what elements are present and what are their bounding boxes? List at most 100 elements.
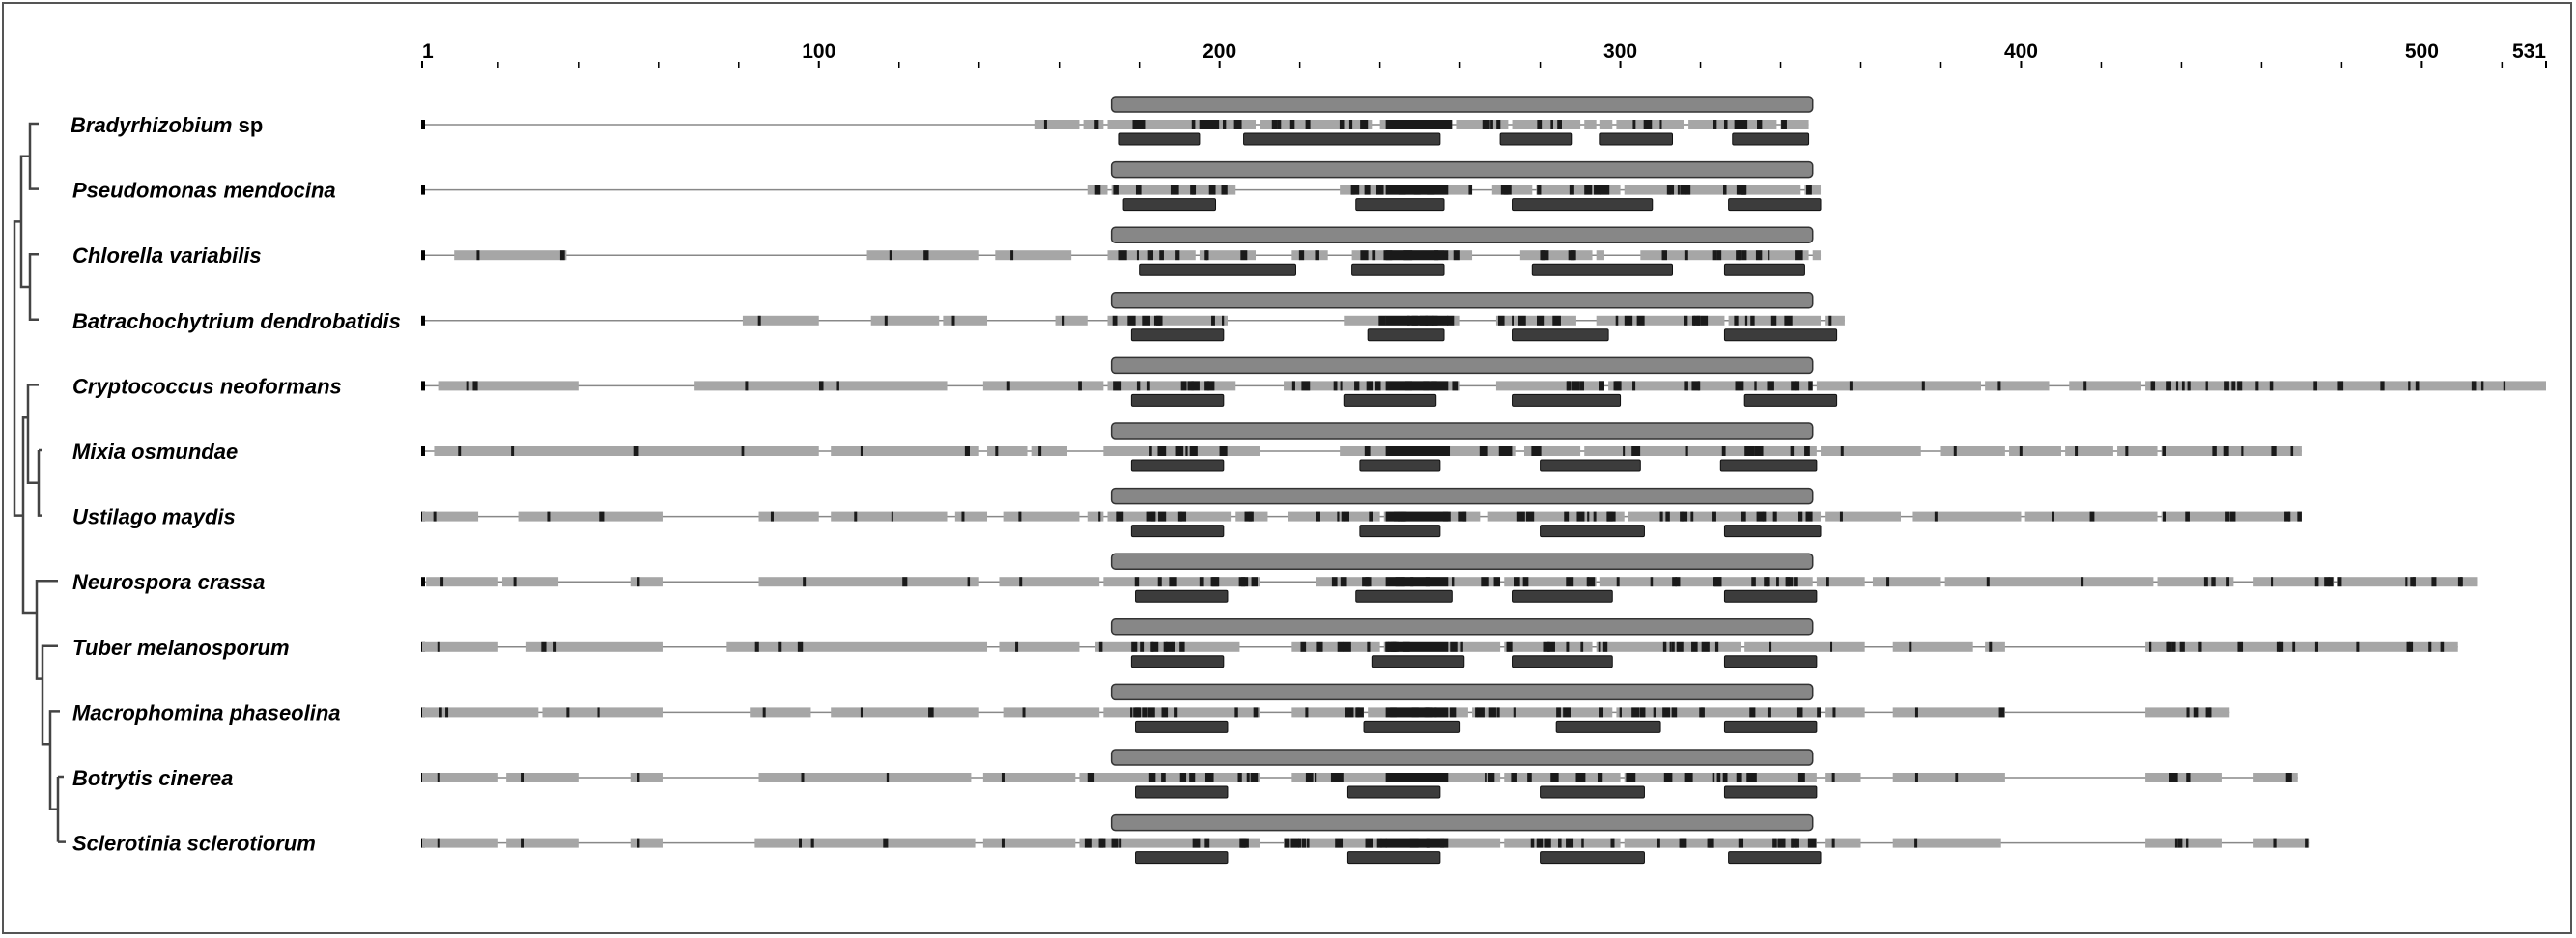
sequence-start-marker xyxy=(421,381,425,391)
conserved-block xyxy=(2052,511,2055,522)
species-genus: Mixia xyxy=(72,440,126,464)
aligned-segment xyxy=(630,773,663,782)
conserved-block xyxy=(1337,641,1344,652)
conserved-block xyxy=(637,577,640,587)
conserved-block xyxy=(1340,381,1343,391)
conserved-block xyxy=(1921,381,1925,391)
conserved-block xyxy=(2290,446,2294,456)
conserved-block xyxy=(2211,577,2216,587)
conserved-block xyxy=(886,773,890,782)
conserved-block xyxy=(951,315,955,326)
aligned-segment xyxy=(1640,250,1809,261)
conserved-block xyxy=(1795,381,1800,391)
tree-branch xyxy=(56,775,66,843)
conserved-block xyxy=(1306,838,1310,848)
conserved-block xyxy=(1707,838,1714,848)
conserved-block xyxy=(1806,185,1812,195)
domain-bar xyxy=(1110,96,1814,113)
conserved-block xyxy=(1015,641,1019,652)
conserved-block xyxy=(2224,381,2229,391)
conserved-block xyxy=(1721,446,1726,456)
sequence-start-marker xyxy=(421,446,425,456)
conserved-block xyxy=(1237,773,1242,782)
conserved-block xyxy=(1136,250,1139,261)
conserved-block xyxy=(1221,185,1228,195)
conserved-block xyxy=(1175,446,1183,456)
conserved-block xyxy=(1785,577,1791,587)
conserved-block xyxy=(2162,446,2166,456)
conserved-block xyxy=(1736,250,1741,261)
conserved-block xyxy=(2229,511,2236,522)
conserved-block xyxy=(1723,185,1727,195)
conserved-block xyxy=(1250,773,1259,782)
conserved-block xyxy=(1675,577,1681,587)
motif-bar xyxy=(1346,851,1441,865)
motif-bar xyxy=(1130,459,1225,472)
motif-bar xyxy=(1719,459,1818,472)
conserved-block xyxy=(1062,315,1065,326)
aligned-segment xyxy=(2253,577,2335,587)
conserved-block xyxy=(2179,641,2185,652)
conserved-block xyxy=(476,250,480,261)
conserved-block xyxy=(1755,250,1763,261)
species-genus: Tuber xyxy=(72,636,132,660)
sequence-row: Batrachochytrium dendrobatidis xyxy=(72,292,1845,342)
aligned-segment xyxy=(1536,185,1621,195)
species-name: Ustilago maydis xyxy=(72,505,236,529)
aligned-segment xyxy=(1744,641,1865,652)
conserved-block xyxy=(1251,577,1258,587)
conserved-block xyxy=(1713,577,1722,587)
motif-bar xyxy=(1732,132,1810,146)
conserved-block xyxy=(1769,641,1772,652)
conserved-block xyxy=(1690,511,1694,522)
conserved-block xyxy=(1681,511,1688,522)
tree-branch xyxy=(19,155,30,289)
conserved-block xyxy=(1506,641,1513,652)
conserved-block xyxy=(757,315,761,326)
conserved-block xyxy=(637,838,640,848)
conserved-block xyxy=(1385,120,1449,129)
conserved-block xyxy=(437,838,440,848)
conserved-block xyxy=(1493,577,1500,587)
aligned-segment xyxy=(999,577,1100,587)
conserved-block xyxy=(1180,381,1187,391)
conserved-block xyxy=(2083,381,2087,391)
conserved-block xyxy=(1330,773,1338,782)
conserved-block xyxy=(1564,511,1570,522)
conserved-block xyxy=(1598,641,1601,652)
conserved-block xyxy=(1099,838,1106,848)
conserved-block xyxy=(1447,315,1455,326)
conserved-block xyxy=(2125,446,2129,456)
conserved-block xyxy=(1722,773,1728,782)
aligned-segment xyxy=(1034,120,1080,129)
conserved-block xyxy=(860,707,863,718)
conserved-block xyxy=(1479,446,1486,456)
conserved-block xyxy=(1750,315,1755,326)
conserved-block xyxy=(2181,381,2185,391)
conserved-block xyxy=(1766,577,1770,587)
conserved-block xyxy=(2174,838,2178,848)
conserved-block xyxy=(1187,381,1194,391)
conserved-block xyxy=(1038,446,1042,456)
species-genus: Sclerotinia xyxy=(72,832,181,856)
conserved-block xyxy=(1161,707,1169,718)
conserved-block xyxy=(2273,838,2277,848)
conserved-block xyxy=(1163,641,1168,652)
conserved-block xyxy=(2471,381,2477,391)
conserved-block xyxy=(1239,838,1246,848)
conserved-block xyxy=(2169,773,2174,782)
conserved-block xyxy=(1831,838,1835,848)
conserved-block xyxy=(2203,577,2208,587)
aligned-segment xyxy=(1816,577,1865,587)
conserved-block xyxy=(2297,511,2302,522)
conserved-block xyxy=(1136,381,1141,391)
conserved-block xyxy=(1684,315,1688,326)
conserved-block xyxy=(1594,185,1601,195)
conserved-block xyxy=(2288,511,2291,522)
conserved-block xyxy=(1179,641,1185,652)
aligned-segment xyxy=(1584,446,1817,456)
conserved-block xyxy=(1214,120,1220,129)
conserved-block xyxy=(1169,577,1177,587)
conserved-block xyxy=(1131,641,1138,652)
